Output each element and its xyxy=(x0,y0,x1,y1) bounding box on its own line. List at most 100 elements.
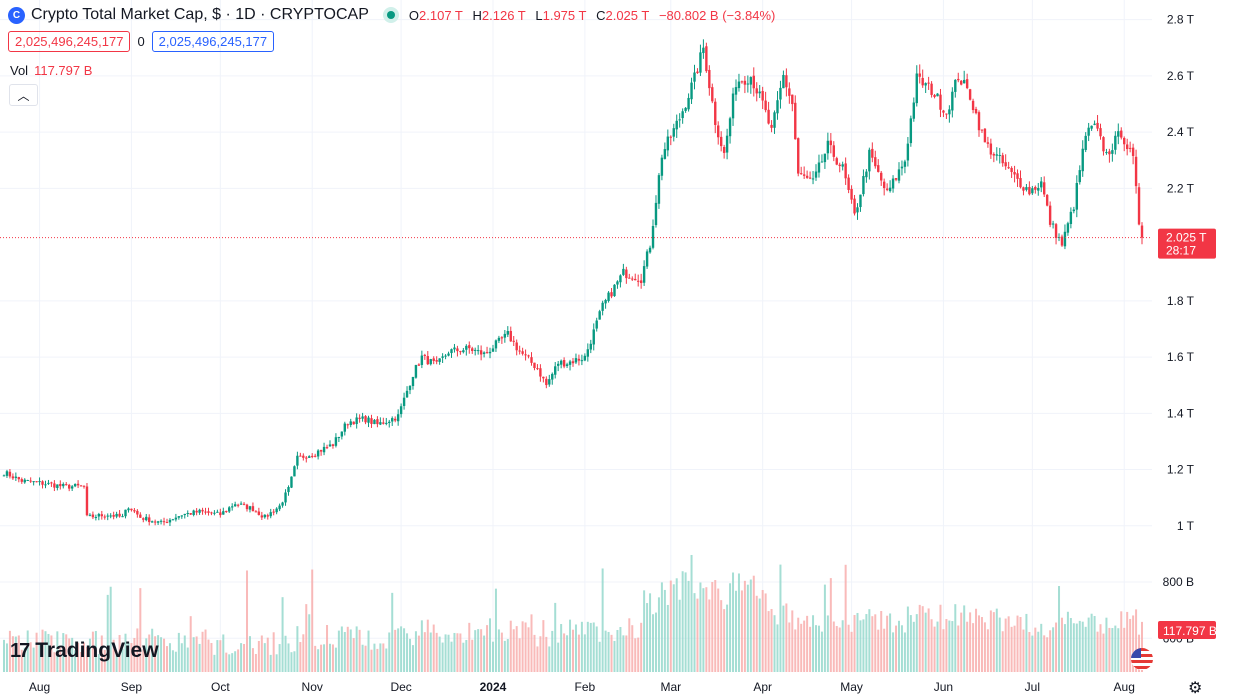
volume-bar xyxy=(610,634,613,672)
candle-body xyxy=(954,79,957,92)
volume-bar xyxy=(595,626,598,672)
volume-bar xyxy=(142,649,145,672)
candle-body xyxy=(891,178,895,189)
volume-bar xyxy=(1099,624,1102,672)
candle-body xyxy=(678,119,681,121)
candle-body xyxy=(714,101,717,125)
candle-body xyxy=(512,340,515,342)
volume-bar xyxy=(361,644,364,672)
volume-bar xyxy=(491,641,494,672)
volume-bar xyxy=(100,635,103,672)
volume-bar xyxy=(589,622,592,672)
volume-bar xyxy=(714,580,717,672)
volume-bar xyxy=(900,625,903,672)
crypto-logo-icon: C xyxy=(8,6,25,24)
volume-bar xyxy=(660,582,663,672)
volume-bar xyxy=(785,603,788,672)
gear-icon[interactable]: ⚙ xyxy=(1188,680,1203,697)
volume-bar xyxy=(1102,633,1105,672)
candle-body xyxy=(657,175,661,204)
candle-body xyxy=(672,128,675,137)
volume-bar xyxy=(767,611,770,672)
buy-price-box[interactable]: 2,025,496,245,177 xyxy=(151,31,275,52)
candle-body xyxy=(145,516,148,521)
candle-body xyxy=(2,475,6,477)
volume-bar xyxy=(444,634,447,672)
volume-bar xyxy=(995,608,998,672)
volume-bar xyxy=(456,633,459,672)
candle-body xyxy=(749,77,753,85)
candle-body xyxy=(1117,131,1120,137)
candle-body xyxy=(945,113,948,115)
candle-body xyxy=(957,78,960,81)
candle-body xyxy=(44,484,47,486)
candle-body xyxy=(124,509,127,517)
symbol-title[interactable]: Crypto Total Market Cap, $ · 1D · CRYPTO… xyxy=(31,6,369,23)
volume-bar xyxy=(930,619,933,672)
volume-bar xyxy=(145,638,148,672)
us-flag-icon[interactable] xyxy=(1131,648,1153,670)
candle-body xyxy=(909,118,913,144)
candle-body xyxy=(782,74,785,89)
volume-bar xyxy=(26,630,29,672)
time-axis: Aug Sep Oct Nov Dec 2024 Feb Mar Apr May Jun Jul Aug xyxy=(29,680,1135,694)
candle-body xyxy=(690,82,693,100)
candle-body xyxy=(115,513,118,517)
candle-body xyxy=(88,514,92,516)
volume-bar xyxy=(1123,627,1126,672)
volume-bar xyxy=(133,637,136,672)
candle-body xyxy=(14,476,18,478)
candle-body xyxy=(340,431,344,437)
candle-body xyxy=(275,508,278,513)
candle-body xyxy=(1066,223,1070,233)
candle-body xyxy=(444,355,447,357)
candle-body xyxy=(533,362,536,369)
candle-body xyxy=(536,368,539,370)
candle-body xyxy=(1004,162,1007,167)
candle-body xyxy=(737,81,741,89)
volume-bar xyxy=(53,652,56,672)
volume-bar xyxy=(32,647,35,672)
volume-bar xyxy=(998,617,1001,672)
volume-bar xyxy=(1010,626,1013,672)
volume-bar xyxy=(403,628,406,672)
volume-bar xyxy=(566,635,569,672)
candle-body xyxy=(951,91,954,111)
volume-bar xyxy=(628,618,631,672)
volume-bar xyxy=(1105,617,1108,672)
volume-bar xyxy=(1111,628,1114,672)
candle-body xyxy=(254,511,258,513)
candle-body xyxy=(791,94,794,105)
candle-body xyxy=(971,100,975,110)
tradingview-logo[interactable]: 17 TradingView xyxy=(10,639,159,663)
candle-body xyxy=(296,455,299,466)
volume-bar xyxy=(675,578,678,672)
candle-body xyxy=(882,181,886,189)
candle-body xyxy=(468,345,471,349)
sell-price-box[interactable]: 2,025,496,245,177 xyxy=(8,31,131,52)
collapse-legend-button[interactable]: ︿ xyxy=(9,84,38,106)
volume-bar xyxy=(921,606,924,672)
candle-body xyxy=(998,154,1001,156)
candle-body xyxy=(503,333,507,338)
candle-body xyxy=(156,521,160,523)
volume-bar xyxy=(480,629,483,672)
candle-body xyxy=(820,161,824,163)
candle-body xyxy=(927,82,930,84)
candle-body xyxy=(583,355,587,361)
volume-bar xyxy=(782,605,785,672)
volume-bar xyxy=(897,620,900,672)
volume-bar xyxy=(331,644,334,672)
candle-body xyxy=(150,521,154,523)
volume-bar xyxy=(373,643,376,672)
volume-bar xyxy=(299,642,302,672)
volume-bar xyxy=(228,654,231,672)
candle-body xyxy=(453,347,456,350)
volume-bar xyxy=(1025,613,1028,672)
x-tick-label: Nov xyxy=(302,680,323,694)
volume-bar xyxy=(343,631,346,672)
candle-body xyxy=(225,510,228,512)
volume-bar xyxy=(1016,615,1019,672)
volume-bar xyxy=(136,628,139,672)
